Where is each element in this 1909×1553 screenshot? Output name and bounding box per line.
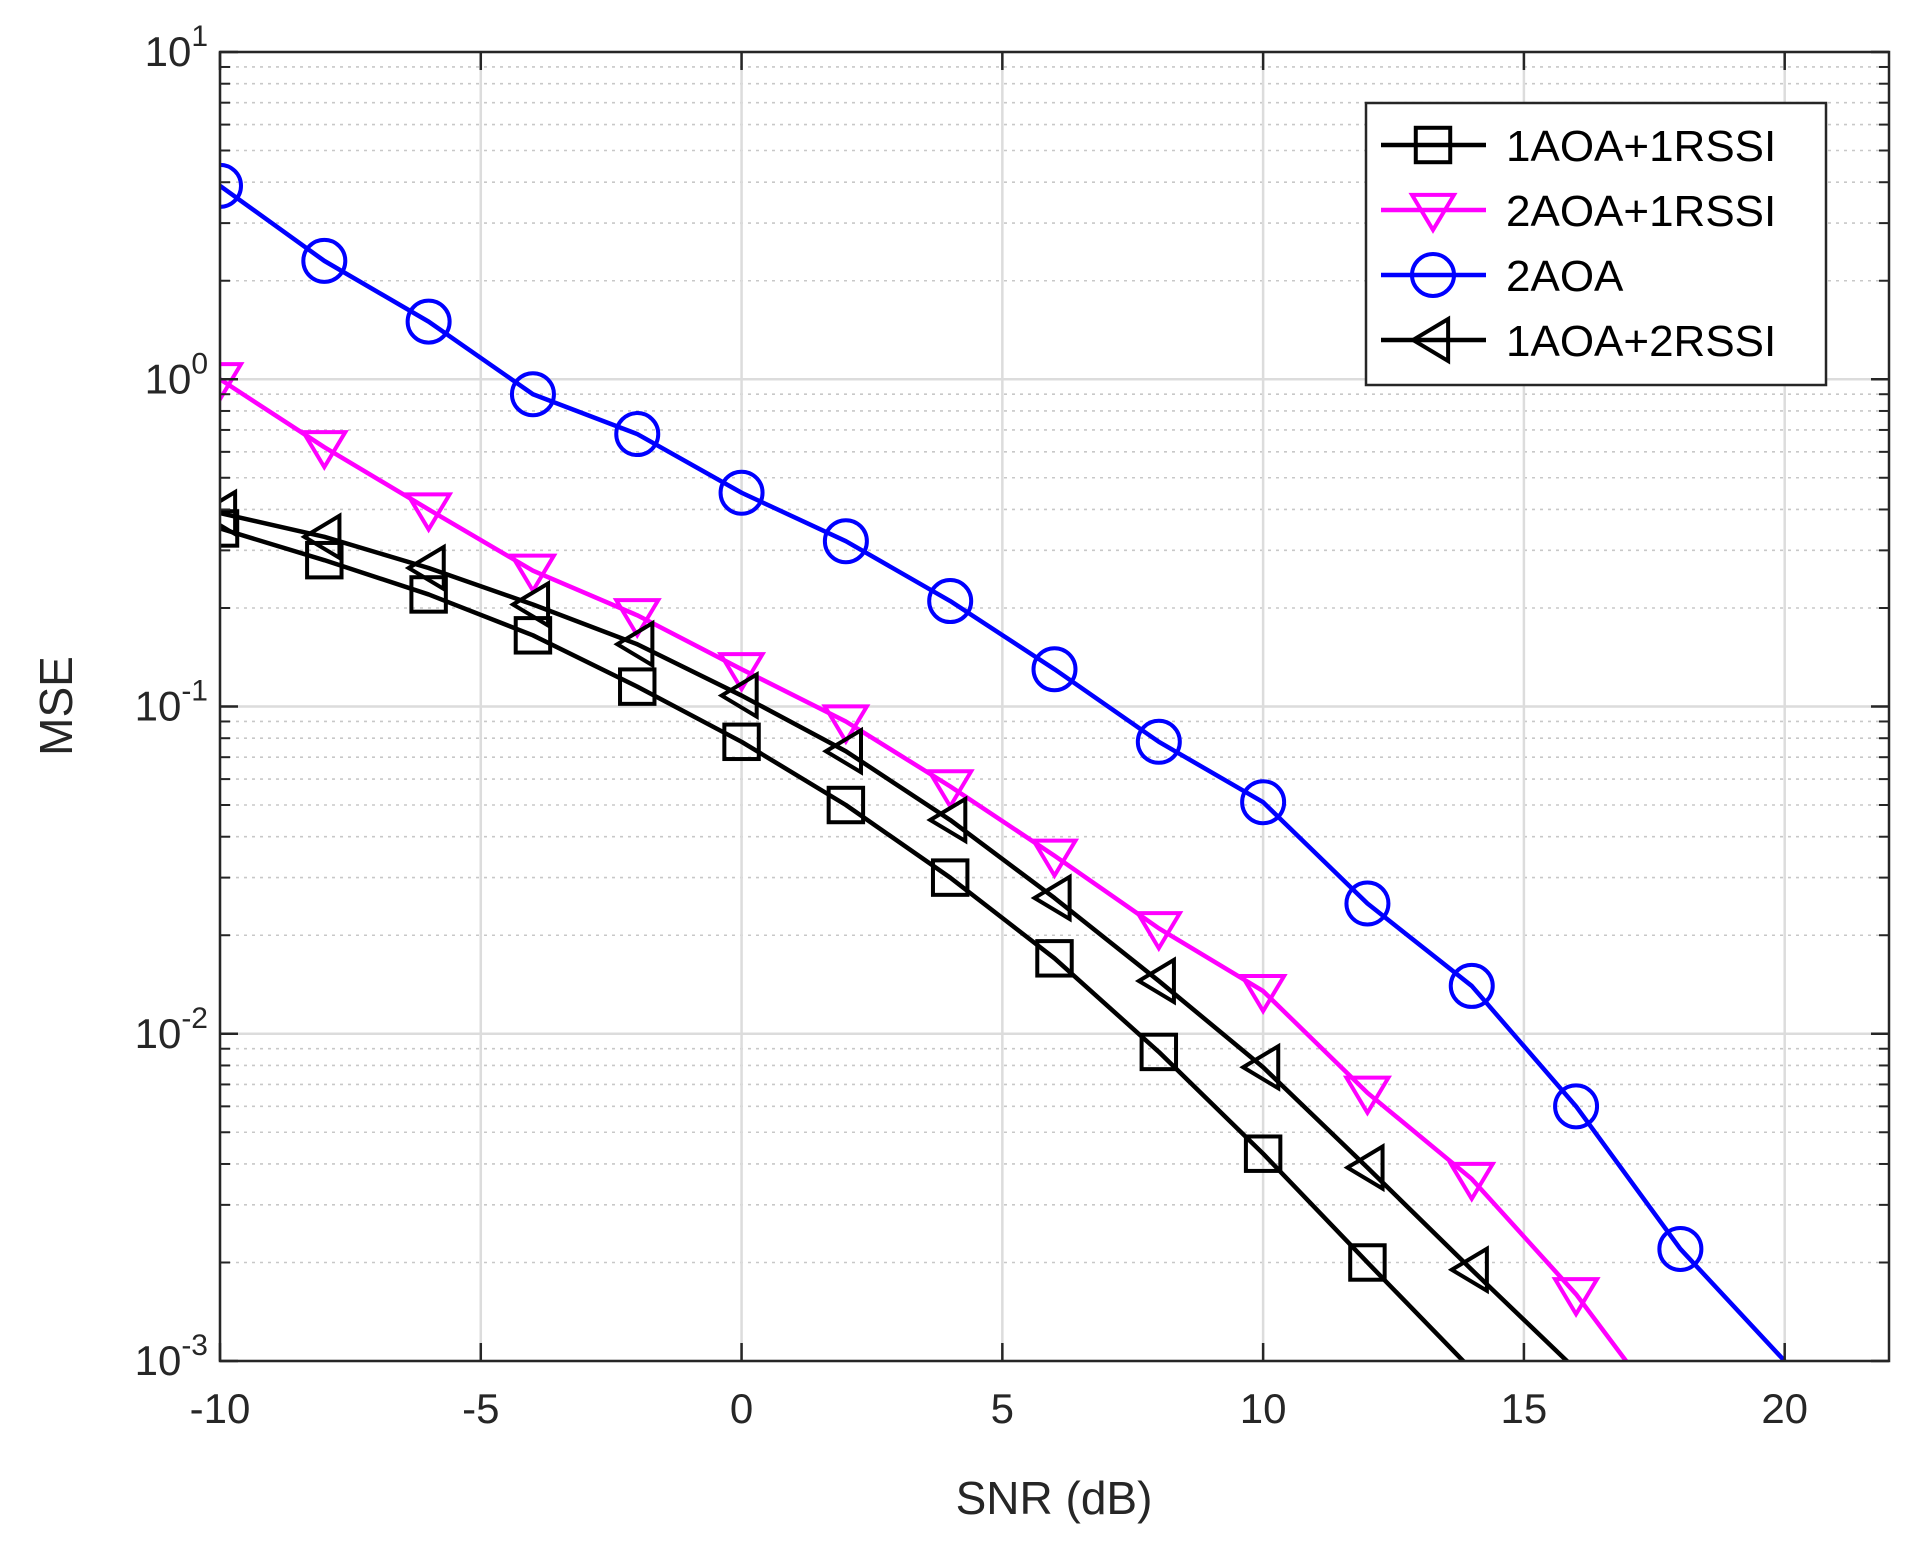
- data-point-marker: [1239, 1042, 1281, 1092]
- x-tick-labels: -10 -5 0 5 10 15 20: [190, 1385, 1808, 1432]
- data-point-marker: [1135, 718, 1182, 765]
- series-group: [220, 162, 1787, 1361]
- legend-marker: [1410, 252, 1456, 298]
- y-tick-label: 101: [145, 20, 208, 75]
- data-point-marker: [717, 671, 759, 721]
- data-point-marker: [1344, 880, 1391, 927]
- y-tick-label: 10-3: [135, 1329, 208, 1384]
- legend-item: 2AOA+1RSSI: [1381, 187, 1776, 236]
- data-point-marker: [305, 540, 344, 580]
- data-point-marker: [409, 575, 448, 614]
- x-tick-label: 20: [1761, 1385, 1808, 1432]
- legend-label: 1AOA+2RSSI: [1506, 317, 1776, 366]
- x-tick-label: 5: [991, 1385, 1014, 1432]
- y-tick-label: 10-2: [135, 1002, 208, 1057]
- legend-label: 2AOA+1RSSI: [1506, 187, 1776, 236]
- data-point-marker: [718, 469, 765, 516]
- data-point-marker: [927, 578, 974, 625]
- data-point-marker: [1343, 1143, 1385, 1193]
- x-axis-label: SNR (dB): [956, 1472, 1153, 1524]
- data-point-marker: [1243, 1134, 1283, 1173]
- data-point-marker: [613, 619, 655, 669]
- series-line: [220, 510, 1571, 1361]
- data-point-marker: [1134, 956, 1176, 1006]
- data-point-marker: [612, 598, 662, 640]
- data-point-marker: [404, 543, 446, 593]
- data-point-marker: [1240, 779, 1287, 826]
- data-point-marker: [301, 237, 348, 284]
- series-line: [220, 183, 1787, 1361]
- data-point-marker: [1139, 1032, 1179, 1072]
- data-point-marker: [1035, 939, 1074, 978]
- data-point-marker: [1342, 1075, 1392, 1117]
- data-point-marker: [826, 785, 866, 825]
- data-point-marker: [220, 362, 245, 404]
- series-2aoa-1rssi: [220, 362, 1629, 1361]
- x-tick-label: 0: [730, 1385, 753, 1432]
- data-point-marker: [404, 492, 454, 534]
- data-point-marker: [1447, 1161, 1497, 1203]
- data-point-marker: [722, 722, 761, 762]
- data-point-marker: [405, 298, 452, 345]
- data-point-marker: [926, 795, 968, 845]
- data-point-marker: [717, 652, 767, 694]
- legend-item: 1AOA+1RSSI: [1381, 122, 1776, 171]
- data-point-marker: [1551, 1277, 1601, 1319]
- series-2aoa: [220, 162, 1787, 1361]
- data-point-marker: [220, 162, 243, 209]
- data-point-marker: [220, 509, 240, 548]
- data-point-marker: [1348, 1243, 1387, 1282]
- x-tick-label: 10: [1240, 1385, 1287, 1432]
- series-line: [220, 377, 1629, 1361]
- legend-item: 1AOA+2RSSI: [1381, 315, 1776, 366]
- legend: 1AOA+1RSSI 2AOA+1RSSI 2AOA 1AOA+2RSSI: [1364, 101, 1828, 387]
- data-point-marker: [299, 430, 349, 472]
- data-point-marker: [930, 858, 970, 897]
- y-axis-label: MSE: [30, 656, 82, 756]
- data-point-marker: [1029, 838, 1080, 880]
- x-tick-label: -5: [462, 1385, 499, 1432]
- data-point-marker: [300, 512, 342, 562]
- data-point-marker: [1030, 873, 1072, 923]
- legend-marker: [1409, 315, 1451, 365]
- data-point-marker: [925, 769, 975, 811]
- series-line: [220, 526, 1467, 1361]
- legend-item: 2AOA: [1381, 252, 1624, 301]
- series-1aoa-2rssi: [220, 488, 1571, 1361]
- x-tick-label: 15: [1501, 1385, 1548, 1432]
- data-point-marker: [220, 488, 238, 538]
- data-point-marker: [1553, 1083, 1600, 1130]
- legend-label: 1AOA+1RSSI: [1506, 122, 1776, 171]
- legend-label: 2AOA: [1506, 252, 1624, 301]
- legend-marker: [1408, 192, 1458, 234]
- y-tick-labels: 10-3 10-2 10-1 100 101: [135, 20, 208, 1384]
- data-point-marker: [1031, 646, 1078, 693]
- legend-marker: [1413, 125, 1453, 165]
- data-point-marker: [1447, 1245, 1489, 1295]
- data-point-marker: [508, 553, 558, 595]
- data-point-marker: [821, 704, 871, 746]
- data-point-marker: [822, 726, 863, 776]
- data-point-marker: [509, 579, 551, 630]
- data-point-marker: [1657, 1225, 1704, 1272]
- data-point-marker: [1134, 911, 1184, 953]
- data-point-marker: [509, 371, 556, 418]
- data-point-marker: [614, 411, 661, 458]
- y-tick-label: 10-1: [135, 675, 208, 730]
- y-tick-label: 100: [145, 347, 208, 402]
- x-tick-label: -10: [190, 1385, 251, 1432]
- axis-ticks: [218, 50, 1889, 1363]
- data-point-marker: [1448, 962, 1495, 1009]
- data-point-marker: [618, 667, 657, 706]
- data-point-marker: [1238, 973, 1288, 1015]
- data-point-marker: [822, 518, 869, 565]
